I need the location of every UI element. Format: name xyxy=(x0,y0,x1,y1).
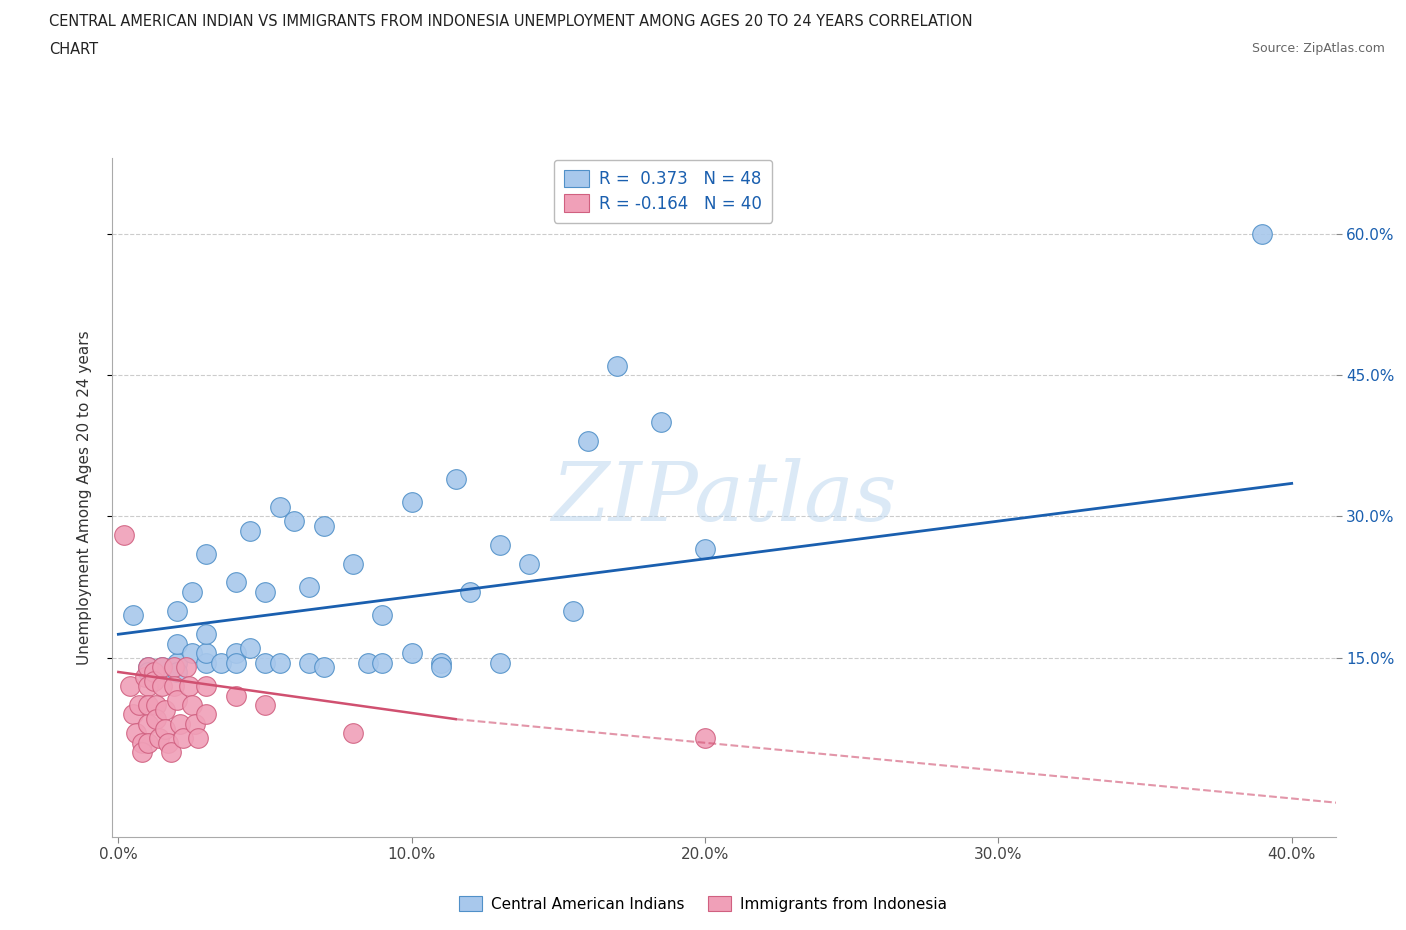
Point xyxy=(253,655,276,670)
Point xyxy=(401,645,423,660)
Y-axis label: Unemployment Among Ages 20 to 24 years: Unemployment Among Ages 20 to 24 years xyxy=(77,330,91,665)
Point xyxy=(693,542,716,557)
Point xyxy=(145,711,167,726)
Point xyxy=(180,584,202,599)
Point xyxy=(1251,226,1274,241)
Point xyxy=(195,645,218,660)
Point xyxy=(488,655,510,670)
Point xyxy=(145,698,167,712)
Point xyxy=(225,645,247,660)
Point xyxy=(444,472,467,486)
Point xyxy=(166,604,188,618)
Point xyxy=(155,721,177,736)
Point xyxy=(166,636,188,651)
Point xyxy=(125,725,148,740)
Point xyxy=(283,513,305,528)
Point xyxy=(298,655,321,670)
Point xyxy=(225,575,247,590)
Point xyxy=(517,556,540,571)
Point xyxy=(166,693,188,708)
Point xyxy=(430,660,453,675)
Point xyxy=(269,655,291,670)
Point xyxy=(169,716,191,731)
Point xyxy=(128,698,150,712)
Text: CHART: CHART xyxy=(49,42,98,57)
Point xyxy=(166,665,188,680)
Point xyxy=(195,547,218,562)
Point xyxy=(187,731,209,746)
Point xyxy=(183,716,205,731)
Point xyxy=(298,579,321,594)
Point xyxy=(225,655,247,670)
Point xyxy=(172,731,194,746)
Point xyxy=(134,670,156,684)
Point xyxy=(174,660,197,675)
Point xyxy=(136,736,159,751)
Point xyxy=(136,660,159,675)
Point xyxy=(177,679,200,694)
Point xyxy=(357,655,380,670)
Point xyxy=(160,745,183,760)
Point xyxy=(195,627,218,642)
Point xyxy=(562,604,585,618)
Point xyxy=(163,679,186,694)
Point xyxy=(136,660,159,675)
Point xyxy=(239,523,262,538)
Point xyxy=(150,660,173,675)
Point xyxy=(166,655,188,670)
Point xyxy=(136,716,159,731)
Point xyxy=(180,645,202,660)
Point xyxy=(371,608,394,623)
Point xyxy=(253,584,276,599)
Point xyxy=(131,736,153,751)
Point xyxy=(122,707,145,722)
Point xyxy=(136,665,159,680)
Point xyxy=(693,731,716,746)
Point xyxy=(312,660,335,675)
Point xyxy=(430,655,453,670)
Point xyxy=(157,736,180,751)
Point xyxy=(342,725,364,740)
Point xyxy=(606,358,628,373)
Point xyxy=(163,660,186,675)
Point xyxy=(488,538,510,552)
Point xyxy=(312,518,335,533)
Point xyxy=(150,660,173,675)
Text: CENTRAL AMERICAN INDIAN VS IMMIGRANTS FROM INDONESIA UNEMPLOYMENT AMONG AGES 20 : CENTRAL AMERICAN INDIAN VS IMMIGRANTS FR… xyxy=(49,14,973,29)
Point xyxy=(155,702,177,717)
Point xyxy=(136,679,159,694)
Point xyxy=(342,556,364,571)
Point xyxy=(148,731,170,746)
Text: ZIPatlas: ZIPatlas xyxy=(551,458,897,538)
Point xyxy=(401,495,423,510)
Point xyxy=(180,698,202,712)
Text: Source: ZipAtlas.com: Source: ZipAtlas.com xyxy=(1251,42,1385,55)
Point xyxy=(269,499,291,514)
Point xyxy=(650,415,672,430)
Point xyxy=(195,707,218,722)
Point xyxy=(142,674,165,689)
Point xyxy=(253,698,276,712)
Point xyxy=(122,608,145,623)
Point xyxy=(150,679,173,694)
Point xyxy=(142,665,165,680)
Point xyxy=(460,584,482,599)
Point xyxy=(239,641,262,656)
Point xyxy=(136,698,159,712)
Point xyxy=(195,679,218,694)
Point xyxy=(225,688,247,703)
Point xyxy=(195,655,218,670)
Legend: Central American Indians, Immigrants from Indonesia: Central American Indians, Immigrants fro… xyxy=(453,889,953,918)
Point xyxy=(209,655,232,670)
Point xyxy=(120,679,142,694)
Point xyxy=(131,745,153,760)
Legend: R =  0.373   N = 48, R = -0.164   N = 40: R = 0.373 N = 48, R = -0.164 N = 40 xyxy=(554,160,772,222)
Point xyxy=(112,528,135,543)
Point xyxy=(576,433,599,448)
Point xyxy=(371,655,394,670)
